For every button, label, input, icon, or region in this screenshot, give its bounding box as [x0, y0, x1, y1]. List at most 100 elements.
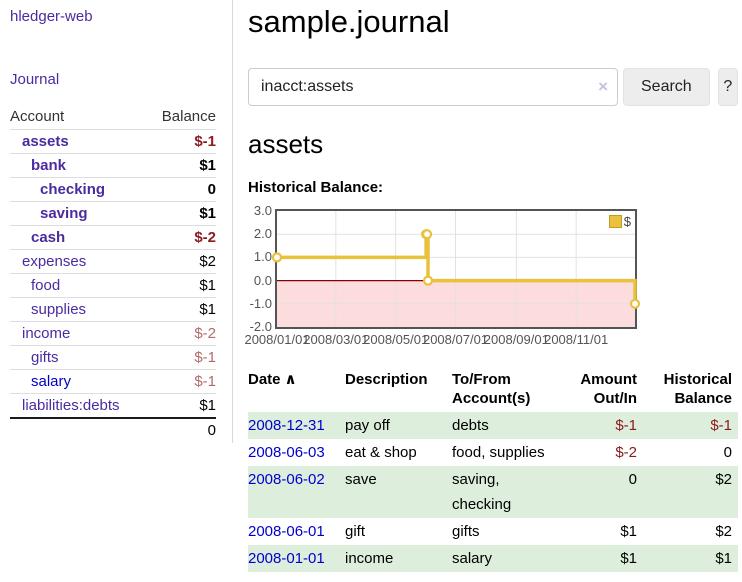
legend-label: $	[623, 214, 631, 229]
sort-asc-icon: ∧	[284, 371, 297, 388]
search-input[interactable]	[248, 68, 618, 106]
register-header-date[interactable]: Date ∧	[248, 371, 297, 388]
account-link-checking[interactable]: checking	[40, 181, 106, 198]
register-cell-amount: $1	[620, 550, 637, 567]
register-row: 2008-06-02 save saving, checking 0 $2	[248, 466, 738, 518]
account-link-saving[interactable]: saving	[40, 205, 88, 222]
register-header-amount: Amount Out/In	[580, 371, 637, 407]
account-row: supplies $1	[10, 297, 216, 322]
account-row: saving $1	[10, 201, 216, 226]
register-body: 2008-12-31 pay off debts $-1 $-1 2008-06-03 ea…	[248, 412, 738, 572]
account-row: gifts $-1	[10, 345, 216, 370]
account-balance: 0	[207, 181, 216, 198]
account-link-bank[interactable]: bank	[31, 157, 67, 174]
register-row: 2008-01-01 income salary $1 $1	[248, 545, 738, 572]
register-cell-balance: 0	[723, 444, 732, 461]
register-date-link[interactable]: 2008-06-02	[248, 471, 325, 488]
y-tick-label: -1.0	[249, 295, 272, 311]
account-row: income $-2	[10, 321, 216, 346]
account-balance: $-1	[194, 373, 216, 390]
account-row: salary $-1	[10, 369, 216, 394]
register-date-link[interactable]: 2008-01-01	[248, 550, 325, 567]
account-balance: $-2	[194, 229, 216, 246]
account-balance: $1	[199, 397, 216, 414]
register-header-row: Date ∧ Description To/From Account(s) Amo…	[248, 368, 738, 412]
register-cell-date: 2008-01-01	[248, 545, 345, 572]
y-tick-label: 3.0	[253, 203, 272, 218]
y-tick-label: 2.0	[253, 226, 272, 242]
register-cell-accounts: food, supplies	[452, 444, 545, 461]
register-cell-description: income	[345, 550, 394, 567]
y-tick-label: 0.0	[253, 272, 272, 288]
account-row: checking 0	[10, 177, 216, 202]
legend-swatch	[608, 215, 622, 228]
account-balance: $-2	[194, 325, 216, 342]
register-row: 2008-12-31 pay off debts $-1 $-1	[248, 412, 738, 439]
account-link-assets[interactable]: assets	[22, 133, 69, 150]
register-header-description: Description	[345, 371, 428, 388]
account-link-expenses[interactable]: expenses	[22, 253, 87, 270]
account-link-gifts[interactable]: gifts	[31, 349, 59, 366]
register-cell-balance: $-1	[710, 417, 732, 434]
register-cell-accounts: salary	[452, 550, 493, 567]
account-row: assets $-1	[10, 129, 216, 154]
register-date-link[interactable]: 2008-06-01	[248, 523, 325, 540]
register-cell-accounts: gifts	[452, 523, 480, 540]
register-date-link[interactable]: 2008-06-03	[248, 444, 325, 461]
y-tick-label: 1.0	[253, 249, 272, 265]
register-cell-description: eat & shop	[345, 444, 417, 461]
help-button[interactable]: ?	[717, 68, 738, 106]
x-tick-label: 2008/03/01	[303, 332, 369, 347]
register-cell-description: save	[345, 471, 377, 488]
register-cell-balance: $2	[715, 523, 732, 540]
page-title: sample.journal	[248, 4, 450, 39]
account-row: cash $-2	[10, 225, 216, 250]
register-cell-description: pay off	[345, 417, 390, 434]
account-balance: $1	[199, 301, 216, 318]
register-header-balance: Historical Balance	[663, 371, 732, 407]
account-link-supplies[interactable]: supplies	[31, 301, 87, 318]
account-row: liabilities:debts $1	[10, 393, 216, 419]
accounts-total-row: 0	[10, 418, 216, 442]
account-balance: $1	[199, 205, 216, 222]
register-cell-date: 2008-06-02	[248, 466, 345, 518]
clear-search-icon[interactable]: ×	[598, 77, 608, 96]
chart-plot: $	[271, 209, 641, 329]
account-link-income[interactable]: income	[22, 325, 71, 342]
account-link-cash[interactable]: cash	[31, 229, 66, 246]
register-cell-amount: 0	[628, 471, 637, 488]
chart-area: 3.0 2.0 1.0 0.0 -1.0 -2.0 $ 2008/01/01 2008/03…	[244, 203, 738, 351]
x-tick-label: 2008/07/01	[422, 332, 489, 347]
register-cell-balance: $2	[715, 471, 732, 488]
search-button[interactable]: Search	[623, 68, 710, 106]
register-cell-amount: $-2	[615, 444, 637, 461]
chart-title: Historical Balance:	[248, 179, 384, 196]
register-header-accounts: To/From Account(s)	[452, 371, 531, 407]
register-cell-date: 2008-06-01	[248, 518, 345, 545]
register-cell-amount: $1	[620, 523, 637, 540]
account-link-salary[interactable]: salary	[31, 373, 72, 390]
account-balance: $1	[199, 277, 216, 294]
register-date-link[interactable]: 2008-12-31	[248, 417, 325, 434]
account-link-food[interactable]: food	[31, 277, 61, 294]
register-cell-accounts: debts	[452, 417, 489, 434]
accounts-total-value: 0	[207, 422, 216, 439]
accounts-header-balance: Balance	[161, 108, 216, 125]
account-balance: $2	[199, 253, 216, 270]
register-cell-description: gift	[345, 523, 366, 540]
account-link-liabilities-debts[interactable]: liabilities:debts	[22, 397, 120, 414]
x-tick-label: 2008/01/01	[244, 332, 310, 347]
account-row: food $1	[10, 273, 216, 298]
sidebar-item-journal[interactable]: Journal	[10, 71, 60, 88]
account-row: expenses $2	[10, 249, 216, 274]
chart-legend: $	[608, 214, 631, 229]
account-balance: $1	[199, 157, 216, 174]
brand-link[interactable]: hledger-web	[10, 8, 93, 25]
account-row: bank $1	[10, 153, 216, 178]
accounts-body: assets $-1 bank $1 checking 0 saving $1 cash $-2 e…	[10, 129, 216, 419]
accounts-header-row: Account Balance	[10, 105, 216, 130]
accounts-header-account: Account	[10, 108, 65, 125]
search-form: × Search ?	[248, 68, 738, 106]
y-tick-label: -2.0	[249, 319, 272, 334]
register-cell-balance: $1	[715, 550, 732, 567]
